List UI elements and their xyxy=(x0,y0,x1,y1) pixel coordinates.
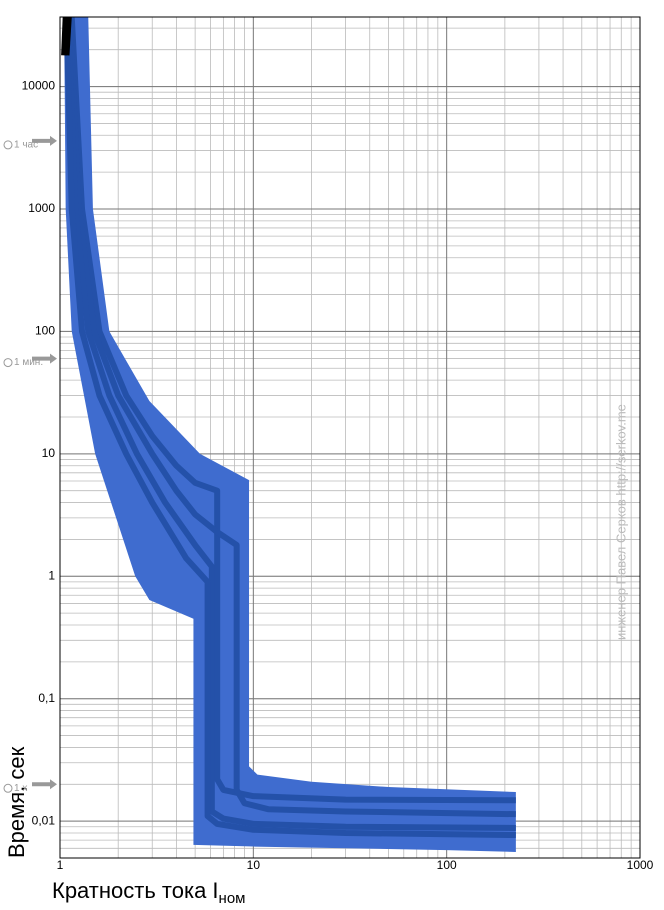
y-tick-label: 0,1 xyxy=(38,691,55,705)
annotation: 1 час xyxy=(14,140,38,151)
grid xyxy=(59,17,641,858)
curve xyxy=(66,17,516,818)
curve xyxy=(63,17,72,56)
annotation: 1 x xyxy=(14,783,27,794)
annotation-arrow xyxy=(32,353,57,364)
x-tick-label: 1 xyxy=(57,858,64,872)
y-tick-label: 0,01 xyxy=(32,813,56,827)
plot-frame xyxy=(59,16,641,859)
curve xyxy=(63,17,516,839)
x-tick-label: 1000 xyxy=(627,858,654,872)
annotation-arrow xyxy=(32,779,57,790)
x-tick-label: 100 xyxy=(437,858,457,872)
watermark: инженер Павел Серков http://serkov.me xyxy=(613,404,628,640)
annotation: 1 мин. xyxy=(14,357,43,368)
x-tick-label: 10 xyxy=(247,858,261,872)
y-tick-label: 10000 xyxy=(22,79,56,93)
x-axis-title: Кратность тока Iном xyxy=(52,878,246,905)
curve xyxy=(65,17,516,831)
annotation-icon xyxy=(3,140,13,150)
y-tick-label: 100 xyxy=(35,324,55,338)
y-axis-title: Время, сек xyxy=(4,746,29,858)
x-axis-title-main: Кратность тока I xyxy=(52,878,219,903)
y-tick-label: 10 xyxy=(42,446,56,460)
y-tick-label: 1 xyxy=(48,568,55,582)
plot xyxy=(61,17,516,852)
annotation-icon xyxy=(3,783,13,793)
annotation-icon xyxy=(3,358,13,368)
y-tick-label: 1000 xyxy=(28,201,55,215)
x-axis-title-sub: ном xyxy=(219,890,246,905)
annotation-arrow xyxy=(32,135,57,146)
curve xyxy=(68,17,516,804)
